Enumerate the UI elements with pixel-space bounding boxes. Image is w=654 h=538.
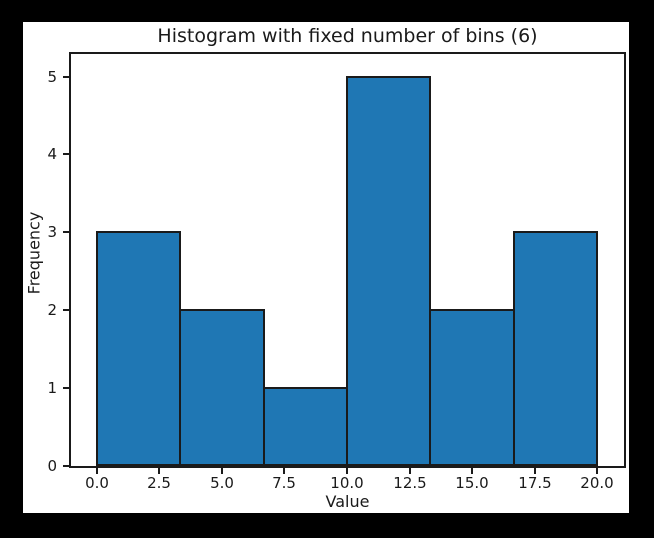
histogram-bar bbox=[429, 309, 515, 466]
x-tick-label: 7.5 bbox=[272, 474, 296, 492]
x-tick-label: 17.5 bbox=[518, 474, 552, 492]
x-tick-mark bbox=[221, 468, 223, 474]
y-tick-label: 2 bbox=[47, 301, 57, 319]
matplotlib-figure: Histogram with fixed number of bins (6) … bbox=[23, 22, 629, 513]
x-tick-mark bbox=[534, 468, 536, 474]
x-tick-label: 2.5 bbox=[147, 474, 171, 492]
y-tick-mark bbox=[63, 309, 69, 311]
x-tick-label: 10.0 bbox=[330, 474, 364, 492]
plot-area: 0.0 2.5 5.0 7.5 10.0 12.5 15.0 17.5 20.0 0 1 2 3 4 5 bbox=[47, 52, 626, 492]
y-tick-mark bbox=[63, 465, 69, 467]
histogram-bar bbox=[513, 231, 598, 466]
x-tick-mark bbox=[96, 468, 98, 474]
x-tick-mark bbox=[596, 468, 598, 474]
x-tick-mark bbox=[409, 468, 411, 474]
y-tick-label: 1 bbox=[47, 379, 57, 397]
x-tick-label: 0.0 bbox=[85, 474, 109, 492]
y-tick-mark bbox=[63, 76, 69, 78]
histogram-bar bbox=[263, 387, 348, 466]
x-axis-label: Value bbox=[325, 492, 370, 511]
x-tick-label: 15.0 bbox=[455, 474, 489, 492]
x-tick-label: 20.0 bbox=[580, 474, 614, 492]
histogram-bar bbox=[346, 76, 431, 466]
x-tick-label: 12.5 bbox=[393, 474, 427, 492]
y-tick-label: 4 bbox=[47, 145, 57, 163]
y-tick-label: 5 bbox=[47, 68, 57, 86]
y-tick-mark bbox=[63, 231, 69, 233]
x-tick-mark bbox=[158, 468, 160, 474]
y-tick-label: 3 bbox=[47, 223, 57, 241]
chart-title: Histogram with fixed number of bins (6) bbox=[157, 25, 538, 47]
y-tick-label: 0 bbox=[47, 457, 57, 475]
x-tick-mark bbox=[283, 468, 285, 474]
y-tick-mark bbox=[63, 153, 69, 155]
x-tick-mark bbox=[471, 468, 473, 474]
histogram-bar bbox=[179, 309, 265, 466]
x-tick-mark bbox=[346, 468, 348, 474]
histogram-bar bbox=[96, 231, 181, 466]
x-tick-label: 5.0 bbox=[210, 474, 234, 492]
y-tick-mark bbox=[63, 387, 69, 389]
